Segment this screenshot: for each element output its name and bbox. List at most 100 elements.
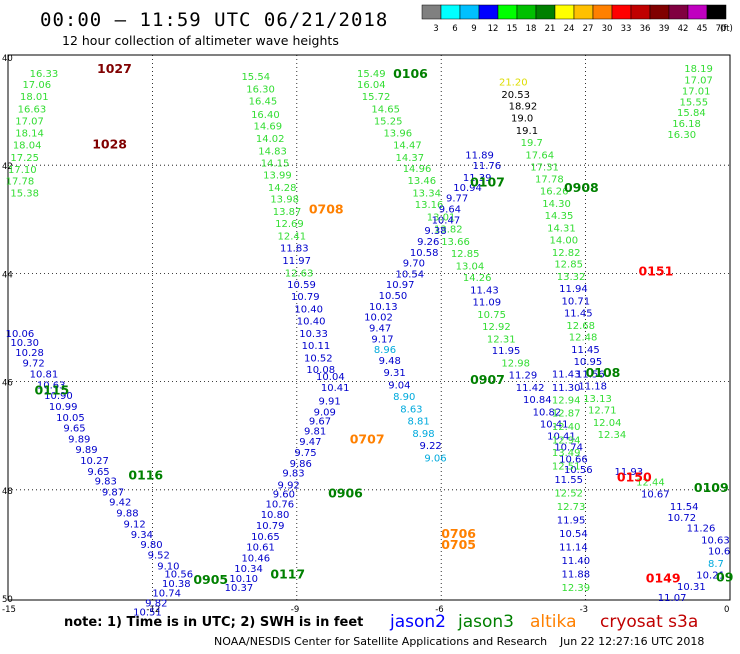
legend-tick-label: 21 — [545, 24, 556, 34]
legend-swatch — [668, 4, 689, 20]
wave-height-value: 18.04 — [13, 141, 42, 152]
wave-height-value: 11.56 — [576, 369, 605, 380]
wave-height-value: 18.14 — [15, 129, 44, 140]
wave-height-value: 16.33 — [30, 69, 59, 80]
wave-height-value: 8.96 — [374, 345, 396, 356]
pass-time-label: 0707 — [350, 431, 385, 446]
wave-height-value: 8.98 — [412, 429, 434, 440]
longitude-label: -6 — [435, 605, 443, 615]
wave-height-value: 13.87 — [273, 207, 302, 218]
wave-height-value: 10.50 — [379, 291, 408, 302]
legend-tick-label: 6 — [452, 24, 457, 34]
wave-height-value: 10.37 — [225, 583, 254, 594]
wave-height-value: 12.34 — [598, 430, 627, 441]
wave-height-value: 10.75 — [477, 310, 506, 321]
wave-height-value: 10.34 — [234, 564, 263, 575]
wave-height-value: 9.26 — [417, 237, 439, 248]
wave-height-value: 10.58 — [410, 248, 439, 259]
wave-height-value: 13.98 — [270, 195, 299, 206]
wave-height-value: 8.90 — [393, 392, 415, 403]
legend-tick-label: 42 — [678, 24, 689, 34]
wave-height-value: 10.74 — [152, 589, 181, 600]
wave-height-value: 15.54 — [241, 72, 270, 83]
wave-height-value: 10.02 — [364, 313, 393, 324]
wave-height-value: 9.70 — [403, 259, 425, 270]
wave-height-value: 17.06 — [22, 80, 51, 91]
wave-height-value: 11.07 — [658, 593, 687, 604]
wave-height-value: 12.48 — [569, 333, 598, 344]
wave-height-value: 9.88 — [116, 509, 138, 520]
wave-height-value: 12.63 — [285, 268, 314, 279]
pass-time-label: 0151 — [639, 264, 674, 279]
wave-height-value: 16.26 — [540, 187, 569, 198]
wave-height-value: 13.99 — [263, 170, 292, 181]
legend-swatch — [478, 4, 499, 20]
legend-swatch — [440, 4, 461, 20]
wave-height-value: 10.21 — [696, 571, 725, 582]
wave-height-value: 12.92 — [482, 322, 511, 333]
pass-time-label: 0905 — [193, 572, 228, 587]
wave-height-value: 10.13 — [369, 302, 398, 313]
pass-time-label: 0906 — [328, 486, 363, 501]
satellite-cryosat: cryosat s3a — [600, 612, 698, 632]
wave-height-value: 8.63 — [400, 405, 422, 416]
wave-height-value: 14.35 — [545, 211, 574, 222]
longitude-label: -9 — [291, 605, 299, 615]
wave-height-value: 10.63 — [701, 536, 730, 547]
wave-height-value: 13.46 — [408, 176, 437, 187]
wave-height-value: 10.05 — [56, 413, 85, 424]
wave-height-value: 8.7 — [708, 559, 724, 570]
wave-height-value: 10.95 — [574, 357, 603, 368]
wave-height-value: 16.30 — [246, 84, 275, 95]
wave-height-value: 10.11 — [302, 341, 331, 352]
wave-height-value: 13.32 — [557, 272, 586, 283]
wave-height-value: 13.16 — [415, 200, 444, 211]
wave-height-value: 17.07 — [15, 116, 44, 127]
legend-swatch — [649, 4, 670, 20]
axis-labels: 40 42 44 46 48 50-15 -12 -9 -6 -3 0 — [2, 54, 729, 615]
wave-height-value: 9.65 — [63, 424, 85, 435]
wave-height-value: 11.39 — [463, 173, 492, 184]
wave-height-value: 12.51 — [552, 461, 581, 472]
wave-height-value: 16.04 — [357, 80, 386, 91]
wave-height-value: 10.99 — [49, 402, 78, 413]
wave-height-value: 9.31 — [383, 368, 405, 379]
wave-height-value: 9.89 — [68, 434, 90, 445]
legend-swatch — [573, 4, 594, 20]
wave-height-value: 9.52 — [148, 551, 170, 562]
wave-height-value: 11.43 — [552, 369, 581, 380]
wave-height-value: 19.7 — [521, 138, 543, 149]
wave-height-value: 12.87 — [552, 408, 581, 419]
legend-swatch — [687, 4, 708, 20]
pass-time-label: 0116 — [128, 468, 163, 483]
wave-height-value: 17.78 — [6, 176, 35, 187]
wave-height-value: 17.10 — [8, 165, 37, 176]
wave-height-value: 12.40 — [552, 422, 581, 433]
wave-height-value: 10.54 — [559, 529, 588, 540]
legend-tick-label: 3 — [433, 24, 438, 34]
wave-height-value: 9.64 — [439, 204, 461, 215]
wave-height-value: 16.45 — [249, 96, 278, 107]
wave-height-value: 9.82 — [145, 598, 167, 609]
satellite-jason3: jason3 — [457, 612, 514, 632]
legend-tick-label: 12 — [488, 24, 499, 34]
latitude-label: 44 — [2, 270, 13, 280]
wave-height-value: 14.00 — [550, 235, 579, 246]
legend-tick-label: 24 — [564, 24, 575, 34]
wave-height-value: 10.40 — [297, 316, 326, 327]
wave-height-value: 12.41 — [278, 232, 307, 243]
latitude-label: 46 — [2, 379, 13, 389]
wave-height-value: 9.86 — [290, 459, 312, 470]
wave-height-value: 14.31 — [547, 223, 576, 234]
wave-height-value: 18.92 — [509, 102, 538, 113]
wave-height-value: 14.15 — [261, 158, 290, 169]
wave-height-value: 9.48 — [379, 356, 401, 367]
wave-height-value: 12.52 — [554, 489, 583, 500]
wave-height-value: 10.56 — [164, 570, 193, 581]
legend-swatch — [421, 4, 442, 20]
legend-swatch — [516, 4, 537, 20]
wave-height-value: 9.65 — [87, 467, 109, 478]
legend-tick-label: 27 — [583, 24, 594, 34]
wave-height-value: 12.73 — [557, 502, 586, 513]
wave-height-value: 9.38 — [424, 226, 446, 237]
